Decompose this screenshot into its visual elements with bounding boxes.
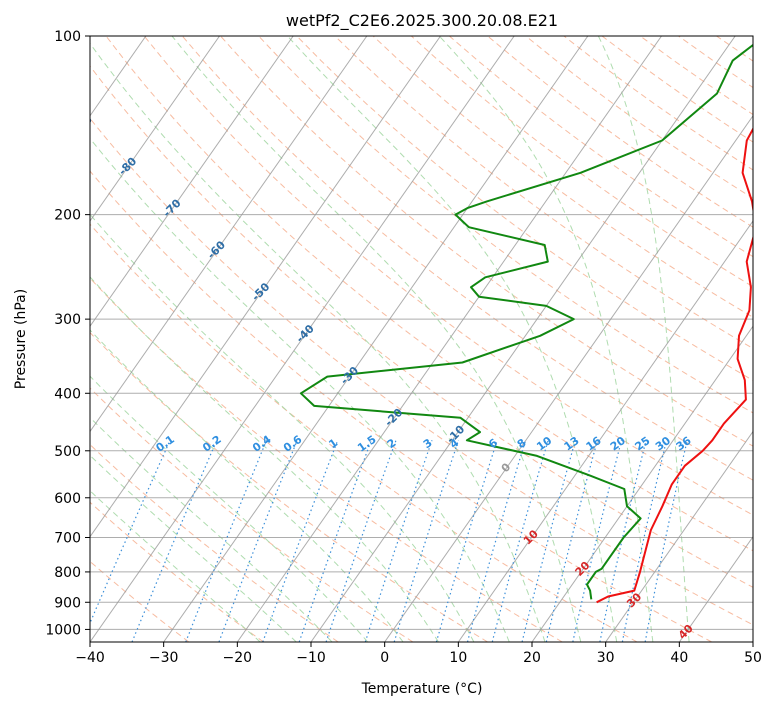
isotherm-label: -70 <box>160 196 183 219</box>
x-tick-label: 0 <box>380 650 389 666</box>
x-tick-label: 10 <box>449 650 467 666</box>
isotherm-gridline <box>0 36 72 642</box>
isotherm-gridline <box>0 36 367 642</box>
y-tick-label: 1000 <box>45 622 81 638</box>
moist-adiabat-line <box>0 36 332 642</box>
isotherm-gridline <box>679 36 775 642</box>
x-tick-label: −30 <box>149 650 179 666</box>
x-tick-label: 40 <box>670 650 688 666</box>
y-tick-label: 500 <box>54 444 81 460</box>
dry-adiabat-line <box>0 36 413 642</box>
dry-adiabat-line <box>449 36 775 642</box>
mixing-ratio-label: 3 <box>421 436 435 451</box>
moist-adiabat-line <box>439 36 653 642</box>
isotherm-label: 20 <box>573 559 593 579</box>
mixing-ratio-line <box>492 440 548 642</box>
plot-frame <box>90 36 753 642</box>
isotherm-label: 0 <box>499 460 514 475</box>
mixing-ratio-line <box>622 440 666 642</box>
mixing-ratio-line <box>263 440 338 642</box>
dry-adiabat-line <box>755 36 775 642</box>
isotherm-label: -50 <box>249 280 272 303</box>
x-tick-label: −10 <box>296 650 326 666</box>
background-lines <box>0 36 775 642</box>
isotherm-gridline <box>606 36 775 642</box>
isotherm-label: 40 <box>676 622 696 642</box>
x-axis-label: Temperature (°C) <box>361 681 483 697</box>
isotherm-gridline <box>0 36 293 642</box>
dry-adiabat-line <box>0 36 712 642</box>
mixing-ratio-label: 0.2 <box>200 433 223 455</box>
dry-adiabat-line <box>0 36 488 642</box>
mixing-ratio-line <box>600 440 646 642</box>
y-tick-label: 300 <box>54 312 81 328</box>
mixing-ratio-line <box>546 440 597 642</box>
moist-adiabat-line <box>17 36 509 642</box>
y-tick-label: 100 <box>54 29 81 45</box>
y-tick-label: 900 <box>54 595 81 611</box>
isotherm-label: -20 <box>382 406 405 429</box>
isotherm-gridline <box>0 36 220 642</box>
dry-adiabat-line <box>602 36 775 642</box>
dry-adiabat-line <box>678 36 775 642</box>
moist-adiabat-line <box>0 36 368 642</box>
y-tick-label: 200 <box>54 208 81 224</box>
y-tick-label: 800 <box>54 565 81 581</box>
dry-adiabat-line <box>411 36 775 642</box>
isotherm-label: -90 <box>72 113 95 136</box>
x-tick-label: 50 <box>744 650 762 666</box>
isotherm-gridline <box>16 36 440 642</box>
dry-adiabat-line <box>30 36 775 642</box>
chart-title: wetPf2_C2E6.2025.300.20.08.E21 <box>286 11 558 31</box>
mixing-ratio-label: 2 <box>385 436 399 451</box>
dry-adiabat-line <box>106 36 775 642</box>
y-axis-label: Pressure (hPa) <box>13 289 29 389</box>
isotherm-label: 10 <box>521 527 541 547</box>
isotherm-gridline <box>164 36 588 642</box>
mixing-ratio-line <box>365 440 432 642</box>
x-tick-label: 30 <box>597 650 615 666</box>
mixing-ratio-line <box>326 440 396 642</box>
mixing-ratio-label: 0.1 <box>153 433 176 455</box>
y-tick-label: 700 <box>54 531 81 547</box>
x-tick-label: −20 <box>223 650 253 666</box>
mixing-ratio-label: 6 <box>486 436 500 451</box>
x-tick-label: −40 <box>75 650 105 666</box>
isotherm-label: -60 <box>205 238 228 261</box>
dry-adiabat-line <box>0 36 637 642</box>
dry-adiabat-line <box>144 36 775 642</box>
isotherm-gridline <box>753 36 775 642</box>
dry-adiabat-line <box>0 36 338 642</box>
dry-adiabat-line <box>182 36 775 642</box>
moist-adiabat-line <box>0 36 260 642</box>
moist-adiabat-line <box>0 36 403 642</box>
moist-adiabat-line <box>288 36 617 642</box>
moist-adiabat-line <box>598 36 689 642</box>
x-tick-label: 20 <box>523 650 541 666</box>
isotherm-label: -100 <box>25 68 54 97</box>
dry-adiabat-line <box>0 36 264 642</box>
mixing-ratio-line <box>82 440 170 642</box>
dry-adiabat-line <box>373 36 775 642</box>
y-tick-label: 600 <box>54 491 81 507</box>
isotherm-label: -30 <box>338 364 361 387</box>
y-tick-label: 400 <box>54 386 81 402</box>
mixing-ratio-label: 0.6 <box>281 433 305 455</box>
dry-adiabat-line <box>259 36 775 642</box>
isotherm-gridline <box>385 36 775 642</box>
isotherm-gridline <box>458 36 775 642</box>
moist-adiabat-line <box>0 36 439 642</box>
mixing-ratio-label: 1.5 <box>355 433 378 455</box>
dry-adiabat-line <box>640 36 775 642</box>
mixing-ratio-label: 1 <box>326 436 340 451</box>
dry-adiabat-line <box>335 36 775 642</box>
